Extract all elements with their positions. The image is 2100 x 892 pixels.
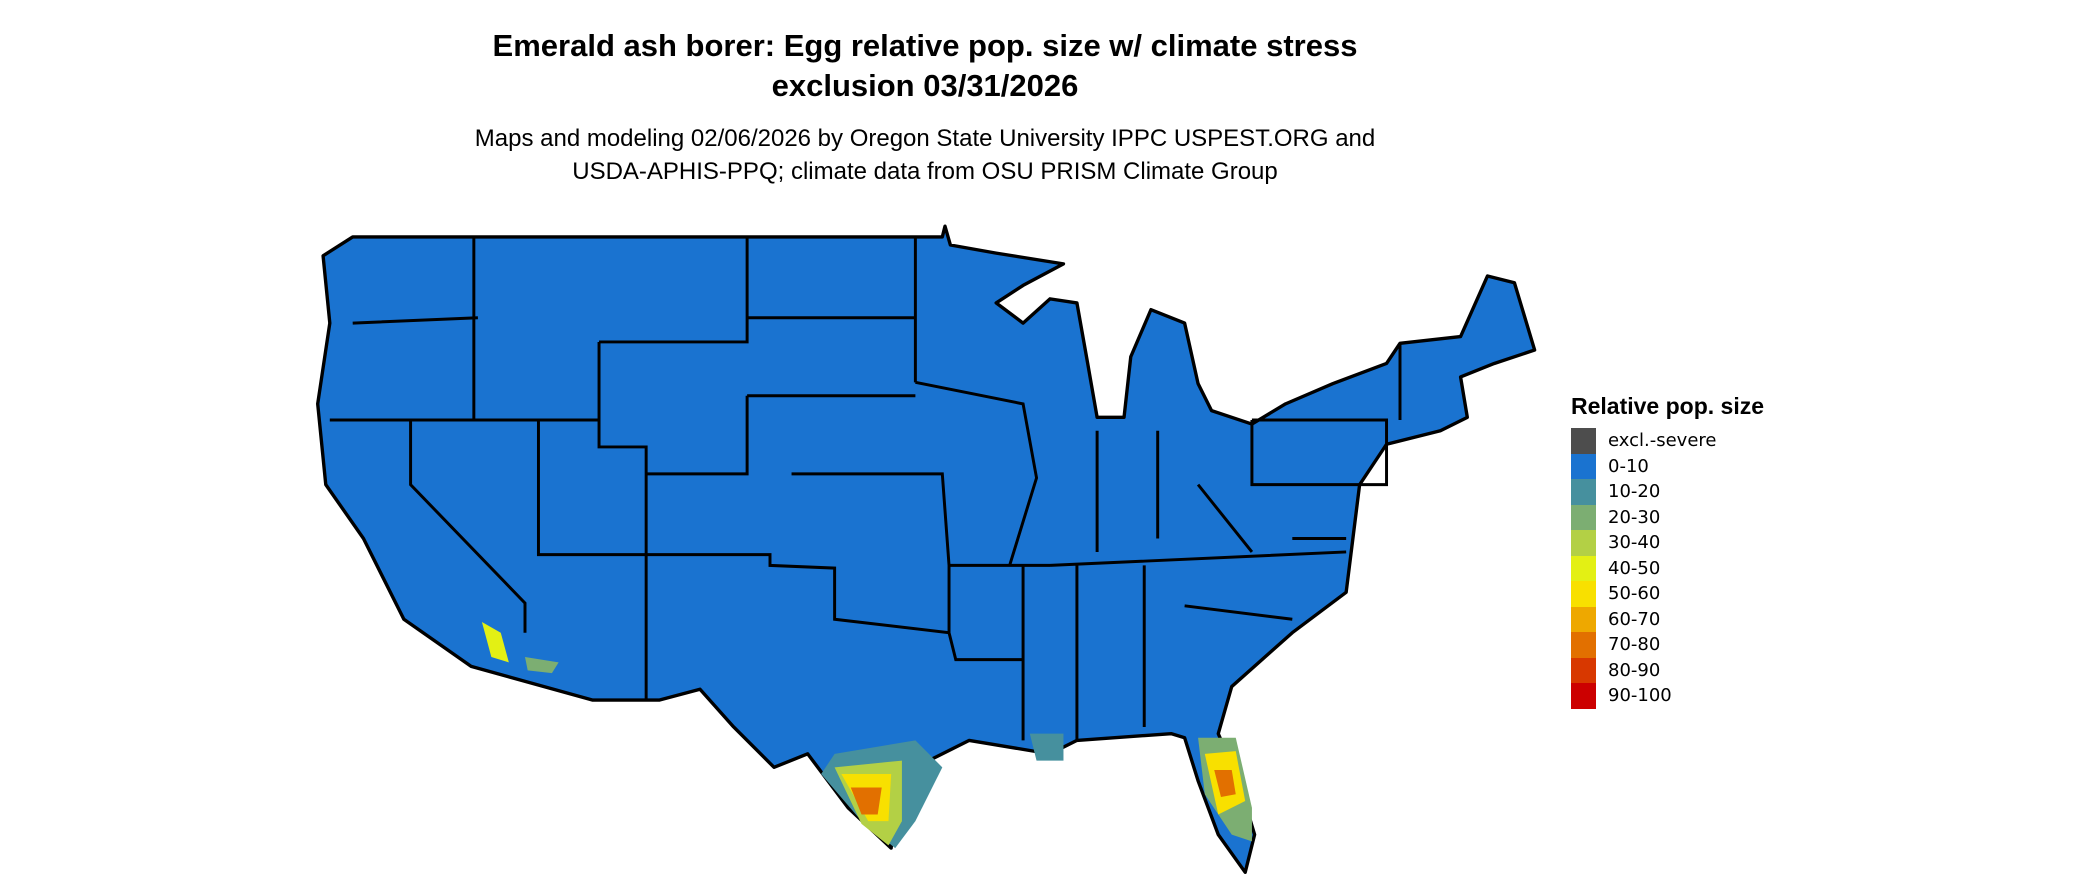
legend-label: excl.-severe <box>1608 430 1717 452</box>
subtitle-line-1: Maps and modeling 02/06/2026 by Oregon S… <box>474 125 1376 152</box>
high-pop-regions <box>481 621 1252 849</box>
legend-items: excl.-severe 0-10 10-20 20-30 30-40 40-50 50-6… <box>1571 428 1764 709</box>
legend-swatch <box>1571 581 1596 607</box>
legend-item: 90-100 <box>1571 683 1764 709</box>
legend-label: 0-10 <box>1608 455 1649 477</box>
conus-outline <box>316 224 1537 875</box>
title-line-2: exclusion 03/31/2026 <box>771 68 1079 103</box>
legend-label: 80-90 <box>1608 659 1661 681</box>
legend-swatch <box>1571 632 1596 658</box>
legend-swatch <box>1571 479 1596 505</box>
legend-item: 10-20 <box>1571 479 1764 505</box>
legend-swatch <box>1571 555 1596 581</box>
legend-label: 50-60 <box>1608 583 1661 605</box>
legend-item: 50-60 <box>1571 581 1764 607</box>
legend-swatch <box>1571 657 1596 683</box>
state-borders <box>329 236 1402 741</box>
legend: Relative pop. size excl.-severe 0-10 10-20… <box>1571 393 1764 709</box>
legend-swatch <box>1571 606 1596 632</box>
legend-item: 60-70 <box>1571 606 1764 632</box>
legend-swatch <box>1571 530 1596 556</box>
legend-label: 90-100 <box>1608 685 1672 707</box>
legend-item: 80-90 <box>1571 657 1764 683</box>
legend-item: 20-30 <box>1571 504 1764 530</box>
subtitle-line-2: USDA-APHIS-PPQ; climate data from OSU PR… <box>572 158 1278 185</box>
legend-label: 20-30 <box>1608 506 1661 528</box>
map-title: Emerald ash borer: Egg relative pop. siz… <box>380 26 1470 106</box>
legend-swatch <box>1571 683 1596 709</box>
legend-swatch <box>1571 428 1596 454</box>
legend-label: 70-80 <box>1608 634 1661 656</box>
legend-swatch <box>1571 453 1596 479</box>
legend-item: 70-80 <box>1571 632 1764 658</box>
legend-label: 10-20 <box>1608 481 1661 503</box>
legend-item: 0-10 <box>1571 453 1764 479</box>
title-line-1: Emerald ash borer: Egg relative pop. siz… <box>492 28 1358 63</box>
map-subtitle: Maps and modeling 02/06/2026 by Oregon S… <box>380 122 1470 188</box>
legend-swatch <box>1571 504 1596 530</box>
legend-label: 40-50 <box>1608 557 1661 579</box>
legend-item: 30-40 <box>1571 530 1764 556</box>
legend-title: Relative pop. size <box>1571 393 1765 419</box>
legend-label: 60-70 <box>1608 608 1661 630</box>
legend-label: 30-40 <box>1608 532 1661 554</box>
legend-item: excl.-severe <box>1571 428 1764 454</box>
legend-item: 40-50 <box>1571 555 1764 581</box>
